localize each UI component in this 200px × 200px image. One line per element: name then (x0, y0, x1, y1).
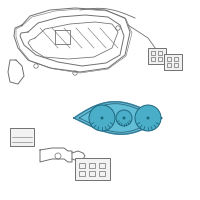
Circle shape (135, 105, 161, 131)
Bar (158, 57, 162, 61)
Bar (79, 171, 85, 176)
Bar (167, 57, 171, 61)
Bar (79, 163, 85, 168)
Bar (99, 171, 105, 176)
Circle shape (146, 116, 150, 119)
Bar (151, 51, 155, 55)
Bar (89, 163, 95, 168)
Bar (151, 57, 155, 61)
Bar (89, 171, 95, 176)
Circle shape (122, 116, 126, 119)
FancyBboxPatch shape (75, 158, 110, 180)
Bar (99, 163, 105, 168)
Bar (167, 63, 171, 67)
Bar (174, 63, 178, 67)
Circle shape (101, 116, 104, 119)
Circle shape (89, 105, 115, 131)
Polygon shape (74, 102, 162, 134)
FancyBboxPatch shape (148, 48, 166, 64)
Bar (174, 57, 178, 61)
Bar (158, 51, 162, 55)
Circle shape (116, 110, 132, 126)
FancyBboxPatch shape (164, 54, 182, 70)
FancyBboxPatch shape (10, 128, 34, 146)
